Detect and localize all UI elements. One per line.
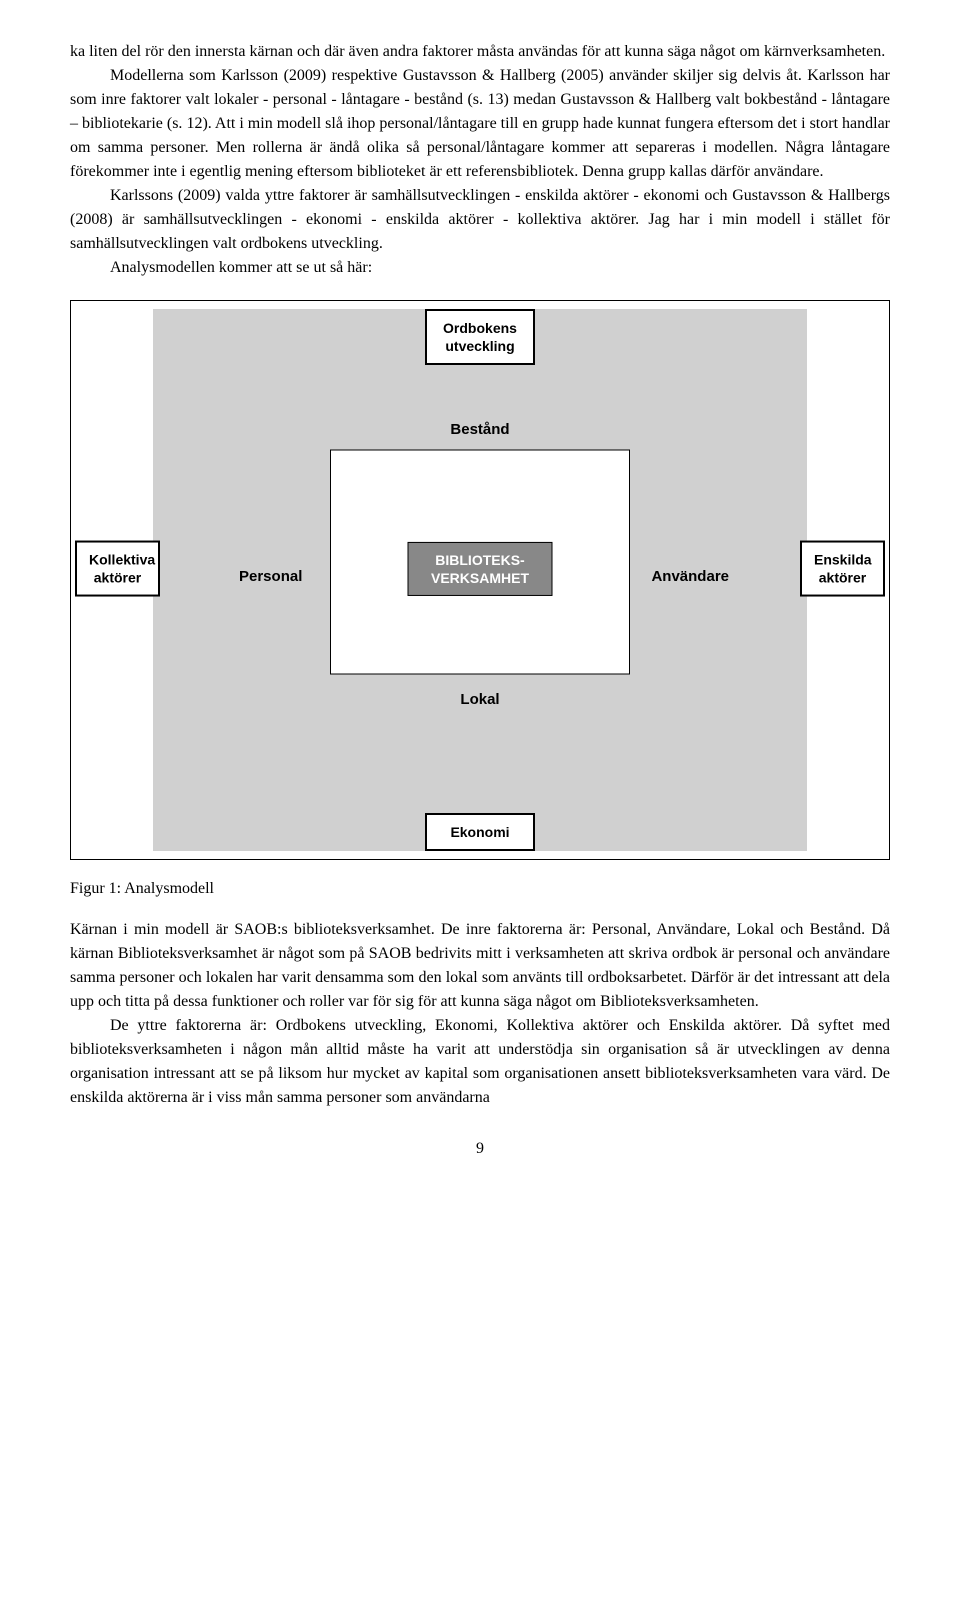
paragraph-4: Analysmodellen kommer att se ut så här: [70, 256, 890, 280]
diagram-bottom-box: Ekonomi [425, 813, 535, 851]
diagram-label-anvandare: Användare [651, 568, 729, 585]
paragraph-1: ka liten del rör den innersta kärnan och… [70, 40, 890, 64]
paragraph-6: De yttre faktorerna är: Ordbokens utveck… [70, 1014, 890, 1110]
diagram-left-box: Kollektivaaktörer [75, 541, 160, 597]
paragraph-2: Modellerna som Karlsson (2009) respektiv… [70, 64, 890, 184]
paragraph-5: Kärnan i min modell är SAOB:s biblioteks… [70, 918, 890, 1014]
page-number: 9 [70, 1140, 890, 1158]
diagram-label-lokal: Lokal [460, 691, 499, 708]
diagram-frame: BIBLIOTEKS-VERKSAMHET Ordbokensutvecklin… [70, 300, 890, 860]
analysis-model-diagram: BIBLIOTEKS-VERKSAMHET Ordbokensutvecklin… [70, 300, 890, 860]
diagram-label-personal: Personal [239, 568, 302, 585]
paragraph-3: Karlssons (2009) valda yttre faktorer är… [70, 184, 890, 256]
diagram-top-box: Ordbokensutveckling [425, 309, 535, 365]
figure-caption: Figur 1: Analysmodell [70, 880, 890, 898]
diagram-right-box: Enskildaaktörer [800, 541, 885, 597]
diagram-center-label: BIBLIOTEKS-VERKSAMHET [408, 542, 553, 596]
diagram-label-bestand: Bestånd [450, 421, 509, 438]
